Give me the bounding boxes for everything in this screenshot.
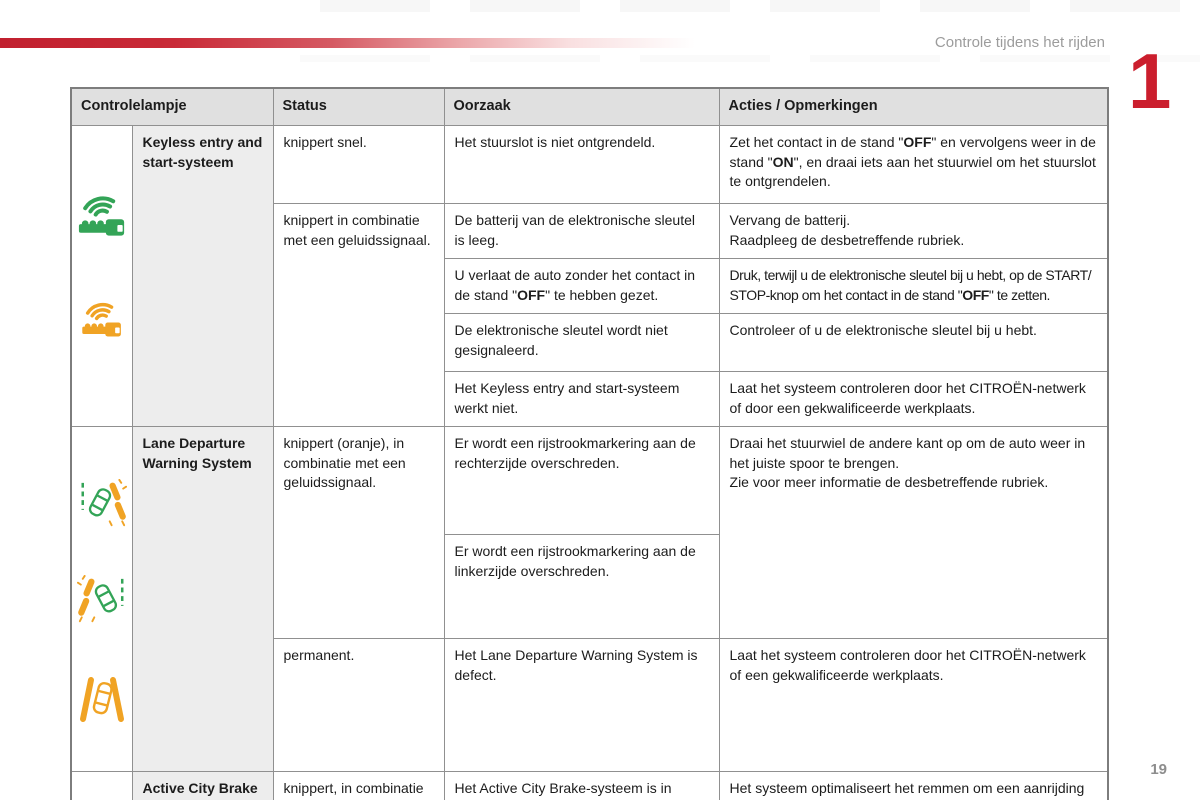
- table-row: De elektronische sleutel wordt niet gesi…: [71, 313, 1109, 372]
- cause-cell: Er wordt een rijstrookmarkering aan de r…: [443, 425, 720, 536]
- scan-ghost-strip: [300, 55, 1200, 62]
- cause-cell: De batterij van de elektronische sleutel…: [443, 203, 720, 259]
- keyless-key-green-icon: [77, 167, 127, 262]
- warning-lamps-table: Controlelampje Status Oorzaak Acties / O…: [70, 87, 1110, 800]
- status-cell: permanent.: [272, 638, 445, 772]
- chapter-header-title: Controle tijdens het rijden: [934, 34, 1105, 51]
- cause-cell: Het Keyless entry and start-systeem werk…: [443, 371, 720, 427]
- status-cell: knippert (oranje), in combinatie met een…: [272, 425, 445, 640]
- cause-cell: U verlaat de auto zonder het contact in …: [443, 258, 720, 314]
- lamp-name: Keyless entry and start-systeem: [131, 125, 274, 427]
- action-cell: Draai het stuurwiel de andere kant op om…: [718, 425, 1109, 640]
- page-number: 19: [1150, 761, 1167, 778]
- table-row: Lane Departure Warning System knippert (…: [70, 425, 1109, 772]
- lane-icon-cell: [70, 426, 133, 772]
- status-cell: knippert, in combinatie met een geluidss…: [272, 770, 445, 800]
- table-row: Er wordt een rijstrookmarkering aan de l…: [71, 534, 1108, 640]
- action-cell: Zet het contact in de stand "OFF" en ver…: [718, 125, 1109, 204]
- cause-cell: Het Lane Departure Warning System is def…: [443, 638, 720, 772]
- table-header-row: Controlelampje Status Oorzaak Acties / O…: [70, 87, 1109, 126]
- action-cell: Laat het systeem controleren door het CI…: [718, 371, 1109, 427]
- lamp-name: Active City Brake: [131, 771, 274, 800]
- action-cell: Controleer of u de elektronische sleutel…: [718, 313, 1109, 372]
- header-oorzaak: Oorzaak: [443, 87, 720, 126]
- keyless-icon-cell: [70, 125, 133, 427]
- action-cell: Vervang de batterij. Raadpleeg de desbet…: [718, 203, 1109, 259]
- action-cell: Het systeem optimaliseert het remmen om …: [718, 770, 1109, 800]
- status-cell: knippert snel.: [272, 125, 445, 204]
- status-cell: knippert in combinatie met een geluidssi…: [272, 203, 445, 427]
- cause-cell: Het Active City Brake-systeem is in werk…: [443, 770, 720, 800]
- action-cell: Laat het systeem controleren door het CI…: [718, 638, 1109, 772]
- cause-cell: Er wordt een rijstrookmarkering aan de l…: [443, 534, 720, 640]
- table-row: knippert in combinatie met een geluidssi…: [71, 203, 1109, 427]
- scan-ghost-strip: [320, 0, 1200, 12]
- keyless-key-orange-icon: [79, 276, 125, 361]
- lane-departure-defect-icon: [77, 652, 127, 745]
- table-row: OFF: [70, 770, 1109, 800]
- table-row: permanent. Het Lane Departure Warning Sy…: [71, 638, 1109, 772]
- header-status: Status: [272, 87, 445, 126]
- lane-departure-left-icon: [76, 556, 127, 647]
- red-gradient-stripe: [0, 38, 790, 48]
- cause-cell: Het stuurslot is niet ontgrendeld.: [443, 125, 720, 204]
- table-row: U verlaat de auto zonder het contact in …: [71, 258, 1109, 314]
- lane-departure-right-icon: [77, 460, 127, 551]
- table-row: Het Keyless entry and start-systeem werk…: [71, 371, 1109, 427]
- table-row: Keyless entry and start-systeem knippert…: [70, 125, 1109, 427]
- cause-cell: De elektronische sleutel wordt niet gesi…: [443, 313, 720, 372]
- lamp-name: Lane Departure Warning System: [131, 426, 274, 772]
- action-cell: Druk, terwijl u de elektronische sleutel…: [718, 258, 1109, 314]
- acb-icon-cell: OFF: [70, 771, 133, 800]
- header-controlelampje: Controlelampje: [70, 87, 274, 126]
- header-acties: Acties / Opmerkingen: [718, 87, 1109, 126]
- chapter-number: 1: [1128, 37, 1172, 125]
